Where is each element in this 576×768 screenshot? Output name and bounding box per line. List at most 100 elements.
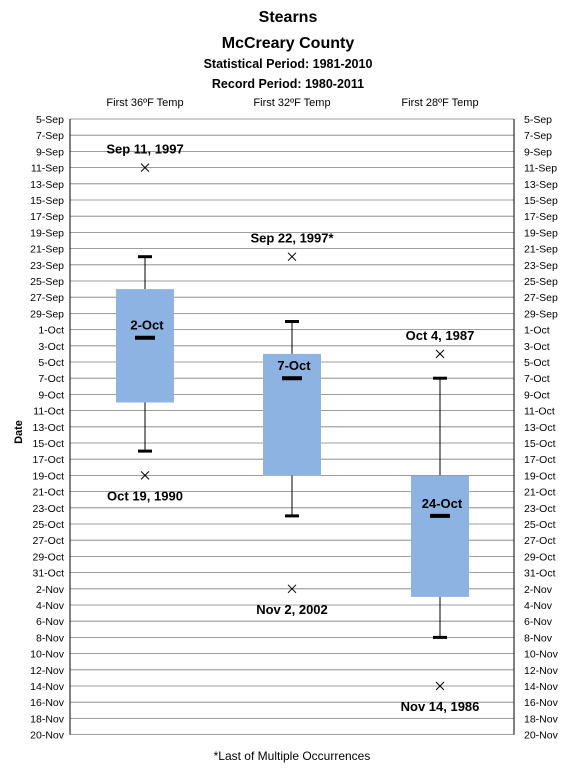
y-tick-label-left: 29-Oct xyxy=(32,551,64,563)
y-tick-label-right: 18-Nov xyxy=(524,713,559,725)
box-group: 2-Oct Sep 11, 1997 Oct 19, 1990 xyxy=(106,142,183,504)
iqr-box xyxy=(411,475,469,597)
y-tick-label-right: 10-Nov xyxy=(524,649,559,661)
record-earliest-marker xyxy=(287,252,297,262)
y-tick-label-right: 23-Sep xyxy=(524,260,558,272)
y-tick-label-left: 21-Sep xyxy=(30,244,64,256)
y-tick-label-right: 12-Nov xyxy=(524,665,559,677)
y-tick-label-left: 12-Nov xyxy=(30,665,65,677)
y-tick-label-left: 15-Oct xyxy=(32,438,64,450)
y-tick-label-left: 14-Nov xyxy=(30,681,65,693)
record-earliest-marker xyxy=(140,163,150,172)
iqr-box xyxy=(116,289,174,403)
y-tick-label-left: 11-Oct xyxy=(33,406,64,418)
y-tick-label-right: 17-Oct xyxy=(524,454,556,466)
y-tick-label-right: 6-Nov xyxy=(524,616,553,628)
box-group: 24-Oct Oct 4, 1987 Nov 14, 1986 xyxy=(401,328,480,714)
y-tick-label-right: 11-Sep xyxy=(524,163,557,175)
record-latest-label: Nov 14, 1986 xyxy=(401,699,480,714)
y-tick-label-right: 23-Oct xyxy=(524,503,556,515)
y-tick-label-left: 21-Oct xyxy=(32,487,64,499)
record-earliest-label: Oct 4, 1987 xyxy=(406,328,475,343)
y-tick-label-left: 16-Nov xyxy=(30,697,65,709)
y-tick-label-left: 20-Nov xyxy=(30,730,65,742)
y-tick-label-right: 13-Oct xyxy=(524,422,556,434)
y-tick-label-right: 29-Oct xyxy=(524,551,556,563)
y-tick-label-left: 23-Oct xyxy=(32,503,64,515)
y-tick-label-left: 17-Sep xyxy=(30,211,64,223)
record-earliest-label: Sep 22, 1997* xyxy=(250,231,334,246)
y-tick-label-right: 17-Sep xyxy=(524,211,558,223)
y-tick-label-right: 16-Nov xyxy=(524,697,559,709)
record-latest-label: Nov 2, 2002 xyxy=(256,602,328,617)
iqr-box xyxy=(263,353,321,476)
y-tick-label-left: 5-Oct xyxy=(38,357,64,369)
category-label: First 28ºF Temp xyxy=(401,97,478,109)
y-tick-label-right: 3-Oct xyxy=(524,341,550,353)
median-label: 7-Oct xyxy=(277,358,311,373)
y-tick-label-right: 19-Sep xyxy=(524,227,558,239)
y-tick-label-left: 9-Oct xyxy=(38,389,64,401)
y-tick-label-left: 23-Sep xyxy=(30,260,64,272)
category-labels: First 36ºF Temp First 32ºF Temp First 28ºF… xyxy=(106,97,478,109)
record-latest-marker xyxy=(287,584,297,594)
y-tick-label-right: 29-Sep xyxy=(524,308,558,320)
y-tick-label-right: 7-Sep xyxy=(524,130,552,142)
y-tick-label-right: 7-Oct xyxy=(524,373,550,385)
y-tick-label-right: 11-Oct xyxy=(524,406,555,418)
record-latest-marker xyxy=(140,471,150,480)
x-mark-stroke xyxy=(287,252,297,262)
y-tick-label-left: 27-Oct xyxy=(32,535,64,547)
x-mark-stroke xyxy=(287,584,297,594)
y-tick-label-left: 25-Sep xyxy=(30,276,64,288)
statistical-period: Statistical Period: 1981-2010 xyxy=(204,57,373,71)
box-group: 7-Oct Sep 22, 1997* Nov 2, 2002 xyxy=(250,231,334,617)
y-tick-label-right: 14-Nov xyxy=(524,681,559,693)
median-label: 24-Oct xyxy=(422,496,463,511)
y-tick-label-left: 4-Nov xyxy=(36,600,65,612)
boxes: 2-Oct Sep 11, 1997 Oct 19, 1990 7-Oct Sep 22… xyxy=(106,142,479,714)
y-tick-label-right: 9-Sep xyxy=(524,146,552,158)
x-mark-stroke xyxy=(435,349,445,359)
y-tick-label-left: 6-Nov xyxy=(36,616,65,628)
y-tick-label-right: 25-Oct xyxy=(524,519,556,531)
y-tick-label-left: 19-Sep xyxy=(30,227,64,239)
x-mark-stroke xyxy=(435,681,445,691)
y-tick-label-right: 15-Oct xyxy=(524,438,556,450)
category-label: First 32ºF Temp xyxy=(253,97,330,109)
chart-subtitle: McCreary County xyxy=(222,35,355,52)
y-tick-label-left: 15-Sep xyxy=(30,195,64,207)
y-tick-label-right: 25-Sep xyxy=(524,276,558,288)
y-tick-label-left: 1-Oct xyxy=(38,325,64,337)
y-tick-label-right: 15-Sep xyxy=(524,195,558,207)
y-tick-label-right: 5-Oct xyxy=(524,357,550,369)
record-earliest-marker xyxy=(435,349,445,359)
y-tick-label-right: 2-Nov xyxy=(524,584,553,596)
y-tick-label-left: 2-Nov xyxy=(36,584,65,596)
y-tick-label-right: 5-Sep xyxy=(524,114,552,126)
y-tick-labels-left: 5-Sep 7-Sep 9-Sep 11-Sep 13-Sep 15-Sep 17-Sep 1… xyxy=(30,114,65,742)
category-label: First 36ºF Temp xyxy=(106,97,183,109)
x-mark-stroke xyxy=(140,471,150,480)
y-tick-label-left: 13-Oct xyxy=(32,422,64,434)
y-tick-label-left: 29-Sep xyxy=(30,308,64,320)
y-tick-label-left: 13-Sep xyxy=(30,179,64,191)
x-mark-stroke xyxy=(140,163,150,172)
y-tick-label-left: 31-Oct xyxy=(32,568,64,580)
y-tick-label-right: 8-Nov xyxy=(524,632,553,644)
footnote: *Last of Multiple Occurrences xyxy=(214,749,371,763)
y-tick-label-right: 13-Sep xyxy=(524,179,558,191)
y-tick-label-left: 5-Sep xyxy=(36,114,64,126)
y-axis-label: Date xyxy=(13,420,25,444)
y-tick-label-right: 9-Oct xyxy=(524,389,550,401)
y-tick-label-right: 27-Oct xyxy=(524,535,556,547)
y-tick-label-left: 27-Sep xyxy=(30,292,64,304)
y-tick-label-left: 7-Sep xyxy=(36,130,64,142)
y-tick-label-right: 21-Oct xyxy=(524,487,556,499)
y-tick-label-left: 19-Oct xyxy=(32,470,64,482)
y-tick-label-left: 3-Oct xyxy=(38,341,64,353)
y-tick-label-right: 31-Oct xyxy=(524,568,556,580)
y-tick-label-right: 20-Nov xyxy=(524,730,559,742)
record-earliest-label: Sep 11, 1997 xyxy=(106,142,183,157)
y-tick-label-left: 9-Sep xyxy=(36,146,64,158)
